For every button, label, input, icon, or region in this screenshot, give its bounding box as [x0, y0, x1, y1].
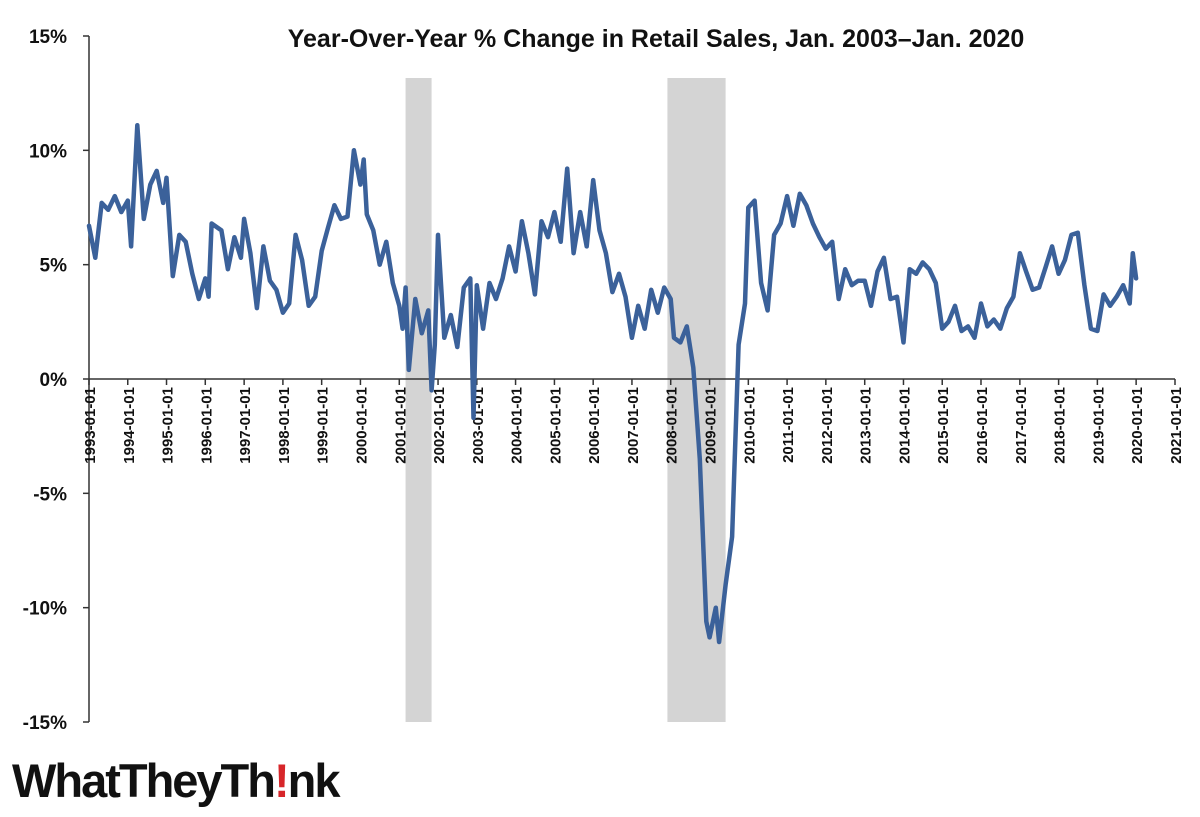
y-tick-label: 5%	[40, 256, 68, 277]
x-tick-label: 2019-01-01	[1090, 387, 1107, 464]
x-tick-label: 1994-01-01	[121, 387, 138, 464]
x-tick-label: 2011-01-01	[780, 387, 797, 463]
series-line-1	[86, 122, 1139, 645]
x-tick-label: 2016-01-01	[974, 387, 991, 464]
y-tick-label: 15%	[29, 27, 67, 48]
x-tick-label: 1993-01-01	[82, 387, 99, 464]
y-tick-labels: 15% 10% 5% 0% -5% -10% -15%	[23, 27, 89, 734]
x-tick-label: 2010-01-01	[741, 387, 758, 464]
x-tick-label: 1995-01-01	[160, 387, 177, 464]
x-tick-label: 2012-01-01	[819, 387, 836, 464]
x-tick-label: 2005-01-01	[547, 387, 564, 464]
x-tick-label: 2001-01-01	[392, 387, 409, 464]
recession-band-1	[405, 78, 432, 722]
svg-text:WhatTheyTh!nk: WhatTheyTh!nk	[12, 754, 341, 807]
y-tick-label: 0%	[40, 370, 68, 391]
x-tick-label: 2009-01-01	[703, 387, 720, 464]
x-tick-label: 2018-01-01	[1052, 387, 1069, 464]
y-tick-label: -5%	[33, 484, 67, 505]
x-tick-label: 1999-01-01	[315, 387, 332, 464]
x-tick-label: 1998-01-01	[276, 387, 293, 464]
x-tick-label: 2006-01-01	[586, 387, 603, 464]
series-layer	[86, 122, 1139, 645]
x-tick-label: 2000-01-01	[353, 387, 370, 464]
x-tick-label: 2004-01-01	[509, 387, 526, 464]
logo-text-before: WhatTheyTh	[12, 754, 274, 807]
x-tick-labels: 1993-01-01 1994-01-01 1995-01-01 1996-01-01…	[82, 379, 1185, 464]
y-tick-label: 10%	[29, 141, 67, 162]
x-tick-label: 1997-01-01	[237, 387, 254, 464]
x-tick-label: 2008-01-01	[664, 387, 681, 464]
x-tick-label: 2020-01-01	[1129, 387, 1146, 464]
chart-title: Year-Over-Year % Change in Retail Sales,…	[288, 25, 1025, 53]
x-tick-label: 2017-01-01	[1013, 387, 1030, 464]
x-tick-label: 2013-01-01	[858, 387, 875, 464]
x-tick-label: 2002-01-01	[431, 387, 448, 464]
whattheythink-logo: WhatTheyTh!nk	[12, 754, 343, 807]
x-tick-label: 2015-01-01	[935, 387, 952, 464]
x-tick-label: 2021-01-01	[1168, 387, 1185, 464]
y-tick-label: -10%	[23, 599, 67, 620]
logo-exclamation-mark: !	[274, 754, 288, 807]
x-tick-label: 2014-01-01	[896, 387, 913, 464]
y-tick-label: -15%	[23, 713, 67, 734]
logo-text-after: nk	[288, 754, 342, 807]
x-tick-label: 2007-01-01	[625, 387, 642, 464]
x-tick-label: 1996-01-01	[198, 387, 215, 464]
